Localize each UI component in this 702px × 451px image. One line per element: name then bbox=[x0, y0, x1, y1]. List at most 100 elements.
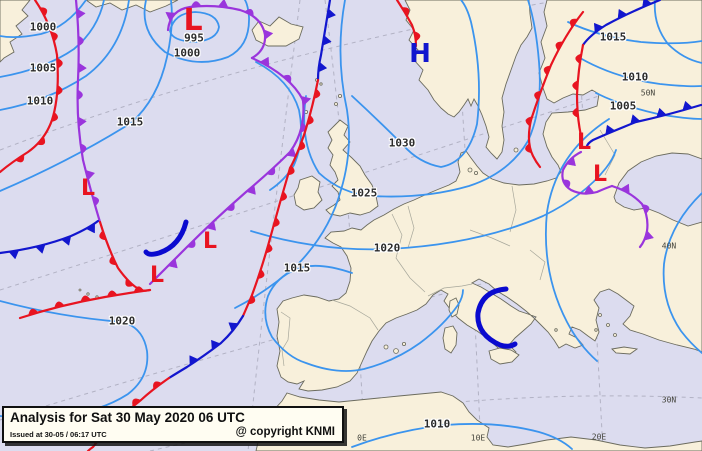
cold-front-marker bbox=[211, 339, 221, 351]
warm-front-marker bbox=[265, 242, 273, 254]
cold-front-marker bbox=[60, 235, 72, 246]
cold-front-marker bbox=[656, 107, 667, 118]
occluded-front-marker bbox=[245, 184, 256, 195]
cold-front-marker bbox=[228, 322, 239, 332]
cold-front-marker bbox=[322, 35, 332, 46]
black-sea bbox=[613, 152, 702, 227]
crete bbox=[611, 346, 639, 355]
occluded-front-marker bbox=[562, 179, 571, 189]
warm-front-marker bbox=[257, 268, 265, 280]
warm-front-marker bbox=[106, 290, 118, 297]
cold-front-marker bbox=[34, 244, 46, 254]
cold-front bbox=[585, 103, 702, 148]
cold-front-marker bbox=[8, 249, 20, 260]
warm-front bbox=[98, 220, 152, 292]
occluded-front-marker bbox=[186, 239, 196, 248]
warm-front-marker bbox=[39, 7, 48, 17]
north-africa-coast bbox=[255, 391, 702, 451]
warm-front-marker bbox=[287, 165, 295, 176]
occluded-front-marker bbox=[77, 89, 83, 101]
warm-front-marker bbox=[99, 230, 107, 241]
warm-front-marker bbox=[80, 295, 92, 303]
cold-front-marker bbox=[326, 8, 337, 20]
warm-front-marker bbox=[272, 216, 280, 228]
greenland-top-coast bbox=[85, 0, 179, 13]
occluded-front-marker bbox=[78, 35, 84, 47]
warm-front-marker bbox=[575, 53, 582, 65]
occluded-front bbox=[148, 56, 305, 286]
uk-coast bbox=[325, 119, 379, 217]
warm-front-marker bbox=[14, 154, 25, 163]
occluded-front-marker bbox=[76, 8, 86, 20]
isobar bbox=[351, 423, 573, 450]
cold-front-marker bbox=[605, 124, 616, 135]
cold-front-marker bbox=[617, 8, 628, 20]
isobar bbox=[0, 0, 87, 39]
cold-front-marker bbox=[630, 114, 641, 125]
occluded-front-marker bbox=[263, 29, 274, 40]
warm-front-marker bbox=[401, 7, 410, 17]
cold-front-marker bbox=[318, 61, 328, 73]
occluded-front-marker bbox=[641, 204, 650, 215]
occluded-front-marker bbox=[286, 147, 297, 158]
occluded-front-marker bbox=[266, 166, 276, 176]
isobar bbox=[579, 57, 702, 88]
isobar bbox=[351, 0, 480, 168]
warm-front-marker bbox=[51, 111, 58, 122]
isobar bbox=[264, 264, 464, 372]
copyright-notice: @ copyright KNMI bbox=[235, 426, 335, 438]
occluded-front-marker bbox=[217, 0, 229, 8]
isobar bbox=[567, 21, 702, 45]
occluded-front-marker bbox=[190, 1, 202, 8]
isobar bbox=[653, 0, 702, 64]
occluded-front-marker bbox=[566, 156, 576, 167]
warm-front-marker bbox=[525, 142, 532, 154]
isobar bbox=[255, 61, 303, 191]
warm-front-marker bbox=[525, 116, 533, 127]
country-borders bbox=[280, 129, 616, 367]
cold-front-marker bbox=[189, 355, 199, 366]
warm-front-marker bbox=[125, 278, 135, 287]
trough-front bbox=[475, 286, 518, 349]
occluded-front-marker bbox=[80, 143, 87, 155]
warm-front-marker bbox=[109, 255, 117, 266]
warm-front-marker bbox=[56, 57, 63, 69]
occluded-front-marker bbox=[259, 56, 270, 68]
warm-front-marker bbox=[50, 31, 58, 43]
occluded-front-marker bbox=[244, 8, 254, 17]
isobar bbox=[0, 0, 130, 111]
isobar bbox=[250, 149, 617, 251]
ireland-coast bbox=[293, 175, 323, 211]
occluded-front-marker bbox=[165, 12, 177, 22]
warm-front-marker bbox=[247, 294, 256, 305]
warm-front-marker bbox=[36, 136, 46, 146]
warm-front-marker bbox=[555, 41, 564, 52]
warm-front-marker bbox=[56, 84, 63, 96]
scandinavia-coast bbox=[404, 0, 533, 160]
occluded-front-marker bbox=[206, 220, 217, 231]
sardinia bbox=[442, 325, 458, 354]
cold-front bbox=[0, 219, 100, 255]
occluded-front-marker bbox=[583, 185, 595, 194]
issued-timestamp: Issued at 30-05 / 06:17 UTC bbox=[10, 430, 107, 439]
cold-front-marker bbox=[594, 22, 604, 34]
warm-front-marker bbox=[413, 31, 421, 42]
cold-front-marker bbox=[682, 100, 693, 111]
warm-front-marker bbox=[572, 107, 579, 118]
occluded-front-marker bbox=[92, 196, 99, 207]
warm-front-marker bbox=[28, 308, 39, 316]
isobar bbox=[544, 118, 610, 362]
isobar bbox=[0, 0, 105, 78]
greenland-coast bbox=[0, 0, 31, 63]
isobar bbox=[303, 0, 541, 198]
warm-front-marker bbox=[133, 286, 145, 293]
occluded-front-marker bbox=[85, 169, 96, 181]
cold-front-marker bbox=[85, 222, 95, 234]
occluded-front-marker bbox=[167, 258, 178, 269]
analysis-title: Analysis for Sat 30 May 2020 06 UTC bbox=[10, 410, 245, 425]
warm-front-marker bbox=[313, 88, 321, 99]
